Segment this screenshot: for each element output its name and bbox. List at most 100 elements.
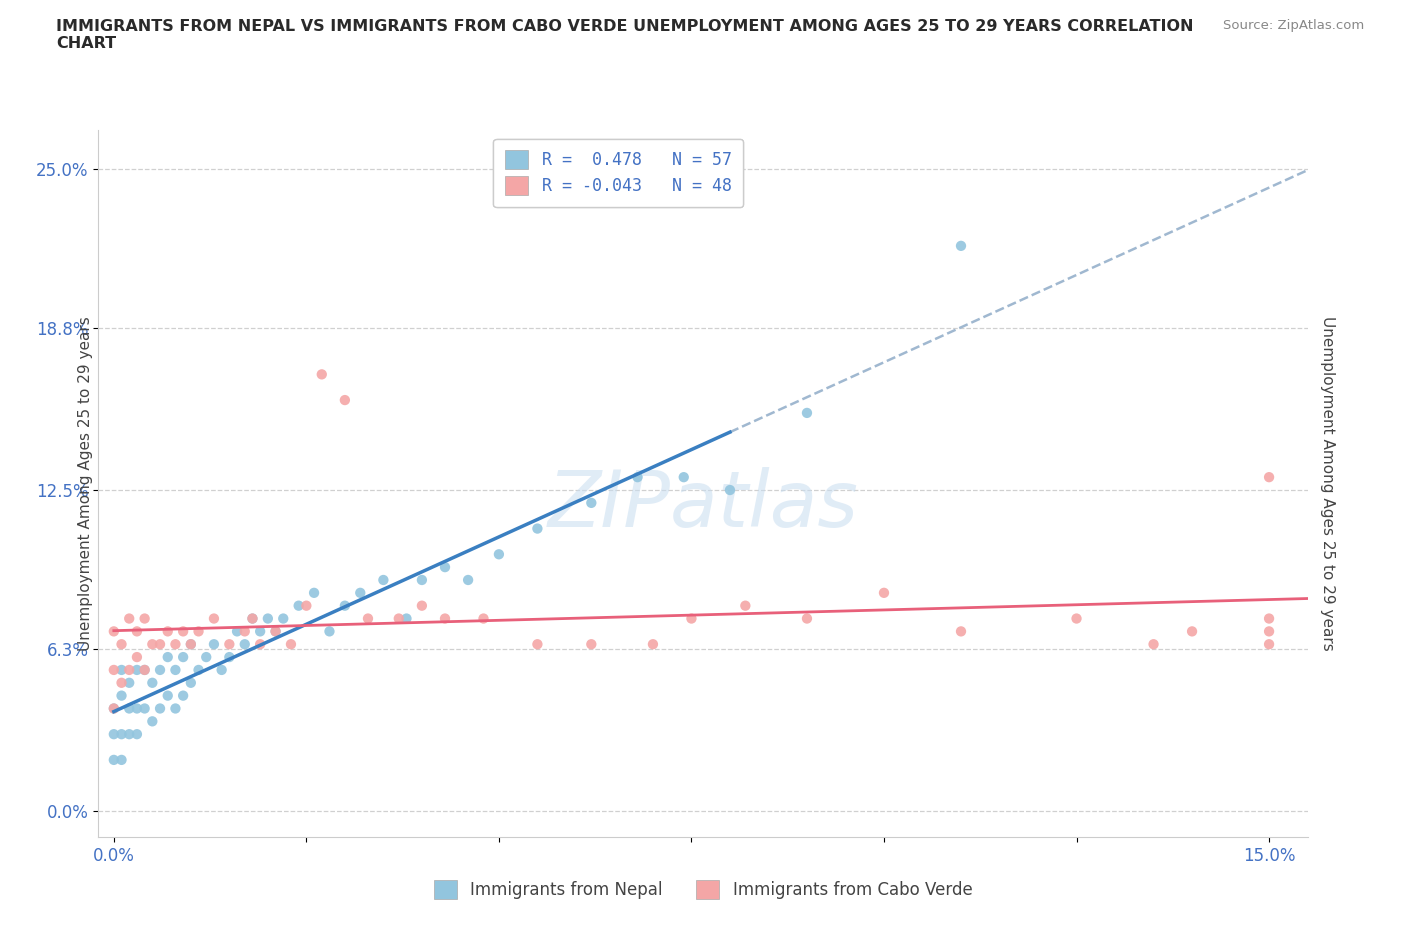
Point (641, 637, 664, 652)
Point (134, 662, 156, 677)
Point (333, 392, 356, 407)
Point (110, 662, 132, 677)
Point (488, 547, 510, 562)
Point (311, 367, 333, 382)
Point (149, 662, 172, 677)
Point (180, 637, 202, 652)
Point (1258, 611, 1281, 626)
Point (718, 483, 741, 498)
Point (411, 573, 433, 588)
Point (195, 650, 218, 665)
Point (472, 611, 495, 626)
Point (172, 650, 194, 665)
Point (796, 405, 818, 420)
Point (226, 624, 249, 639)
Point (388, 611, 411, 626)
Point (233, 624, 256, 639)
Point (110, 675, 132, 690)
Point (373, 573, 395, 588)
Point (333, 598, 356, 613)
Point (233, 637, 256, 652)
Point (103, 701, 125, 716)
Point (211, 662, 233, 677)
Point (433, 611, 456, 626)
Point (125, 701, 148, 716)
Point (110, 688, 132, 703)
Point (141, 675, 163, 690)
Point (202, 611, 225, 626)
Point (950, 238, 973, 253)
Point (249, 624, 271, 639)
Point (180, 675, 202, 690)
Point (118, 662, 141, 677)
Point (318, 624, 340, 639)
Point (1258, 624, 1281, 639)
Point (141, 714, 163, 729)
Point (395, 611, 418, 626)
Point (118, 701, 141, 716)
Point (103, 726, 125, 741)
Point (110, 752, 132, 767)
Point (681, 611, 703, 626)
Point (271, 611, 294, 626)
Point (287, 598, 309, 613)
Point (118, 611, 141, 626)
Point (165, 701, 187, 716)
Point (125, 662, 148, 677)
Point (796, 611, 818, 626)
Point (1181, 624, 1204, 639)
Point (103, 701, 125, 716)
Point (302, 585, 325, 600)
Point (165, 662, 187, 677)
Point (149, 637, 172, 652)
Text: IMMIGRANTS FROM NEPAL VS IMMIGRANTS FROM CABO VERDE UNEMPLOYMENT AMONG AGES 25 T: IMMIGRANTS FROM NEPAL VS IMMIGRANTS FROM… (56, 19, 1194, 51)
Point (734, 598, 756, 613)
Point (672, 470, 695, 485)
Point (1258, 637, 1281, 652)
Point (134, 662, 156, 677)
Point (457, 573, 479, 588)
Point (118, 726, 141, 741)
Point (165, 637, 187, 652)
Point (125, 650, 148, 665)
Point (125, 726, 148, 741)
Point (249, 637, 271, 652)
Point (873, 585, 896, 600)
Point (125, 624, 148, 639)
Point (218, 637, 240, 652)
Point (280, 637, 302, 652)
Point (156, 650, 179, 665)
Point (1066, 611, 1088, 626)
Legend: Immigrants from Nepal, Immigrants from Cabo Verde: Immigrants from Nepal, Immigrants from C… (420, 867, 986, 912)
Point (433, 560, 456, 575)
Point (349, 585, 371, 600)
Point (156, 624, 179, 639)
Point (110, 637, 132, 652)
Point (172, 624, 194, 639)
Point (626, 470, 648, 485)
Point (526, 521, 548, 536)
Point (295, 598, 318, 613)
Point (1142, 637, 1164, 652)
Point (218, 650, 240, 665)
Point (172, 688, 194, 703)
Point (357, 611, 380, 626)
Point (581, 637, 603, 652)
Y-axis label: Unemployment Among Ages 25 to 29 years: Unemployment Among Ages 25 to 29 years (1320, 316, 1336, 651)
Point (526, 637, 548, 652)
Point (264, 624, 287, 639)
Point (1258, 470, 1281, 485)
Point (149, 701, 172, 716)
Y-axis label: Unemployment Among Ages 25 to 29 years: Unemployment Among Ages 25 to 29 years (77, 316, 93, 651)
Text: Source: ZipAtlas.com: Source: ZipAtlas.com (1223, 19, 1364, 32)
Point (202, 637, 225, 652)
Legend: R =  0.478   N = 57, R = -0.043   N = 48: R = 0.478 N = 57, R = -0.043 N = 48 (494, 139, 744, 207)
Point (187, 662, 209, 677)
Point (242, 611, 264, 626)
Point (411, 598, 433, 613)
Point (103, 662, 125, 677)
Point (134, 611, 156, 626)
Point (134, 701, 156, 716)
Point (257, 611, 280, 626)
Point (581, 496, 603, 511)
